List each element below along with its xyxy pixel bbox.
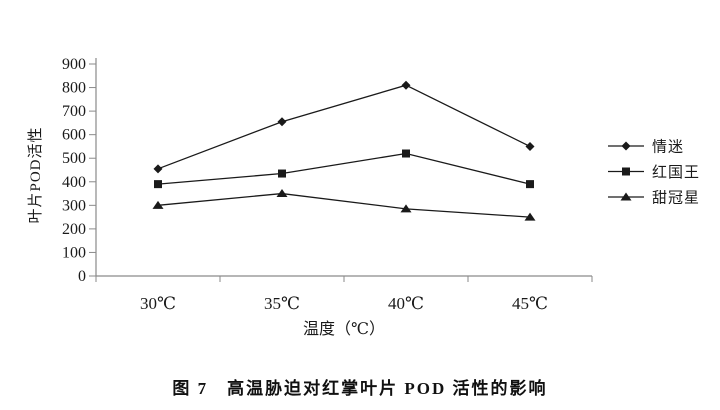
series-marker-2 [276, 189, 288, 198]
series-marker-0 [153, 164, 163, 174]
series-line-1 [157, 152, 531, 185]
y-axis-title: 叶片POD活性 [27, 126, 44, 223]
series-marker-2 [152, 200, 164, 209]
series-marker-2 [400, 204, 412, 213]
series-marker-0 [525, 141, 535, 151]
series-marker-1 [154, 180, 162, 189]
series-marker-1 [402, 149, 410, 158]
y-tick-label: 500 [62, 150, 86, 167]
series-marker-2 [524, 212, 536, 221]
y-tick-label: 100 [62, 244, 86, 261]
legend-marker-2 [620, 192, 632, 201]
legend-label-2: 甜冠星 [652, 190, 700, 207]
y-tick-label: 200 [62, 221, 86, 238]
legend-label-0: 情迷 [652, 139, 684, 156]
y-tick-label: 400 [62, 174, 86, 191]
y-tick-label: 0 [78, 268, 86, 285]
x-tick-label: 35℃ [264, 294, 300, 313]
y-tick-label: 900 [62, 56, 86, 73]
y-tick-label: 300 [62, 197, 86, 214]
y-tick-label: 600 [62, 127, 86, 144]
legend-marker-0 [621, 141, 631, 151]
x-axis-title: 温度（℃） [303, 320, 385, 338]
series-line-0 [157, 84, 531, 170]
legend-label-1: 红国王 [652, 164, 700, 181]
x-tick-label: 40℃ [388, 294, 424, 313]
legend-marker-1 [622, 167, 630, 176]
series-line-2 [157, 192, 531, 218]
x-tick-label: 30℃ [140, 294, 176, 313]
axis-lines [95, 58, 592, 277]
series-marker-1 [526, 180, 534, 189]
series-marker-1 [278, 169, 286, 178]
series-marker-0 [277, 117, 287, 127]
pod-activity-line-chart: 0 100 200 300 400 500 600 700 800 900 30℃ 35℃ 40℃ 45℃… [27, 56, 700, 338]
figure-caption: 图 7 高温胁迫对红掌叶片 POD 活性的影响 [172, 379, 548, 398]
y-tick-label: 800 [62, 80, 86, 97]
series-marker-0 [401, 80, 411, 90]
x-tick-label: 45℃ [512, 294, 548, 313]
y-tick-label: 700 [62, 103, 86, 120]
